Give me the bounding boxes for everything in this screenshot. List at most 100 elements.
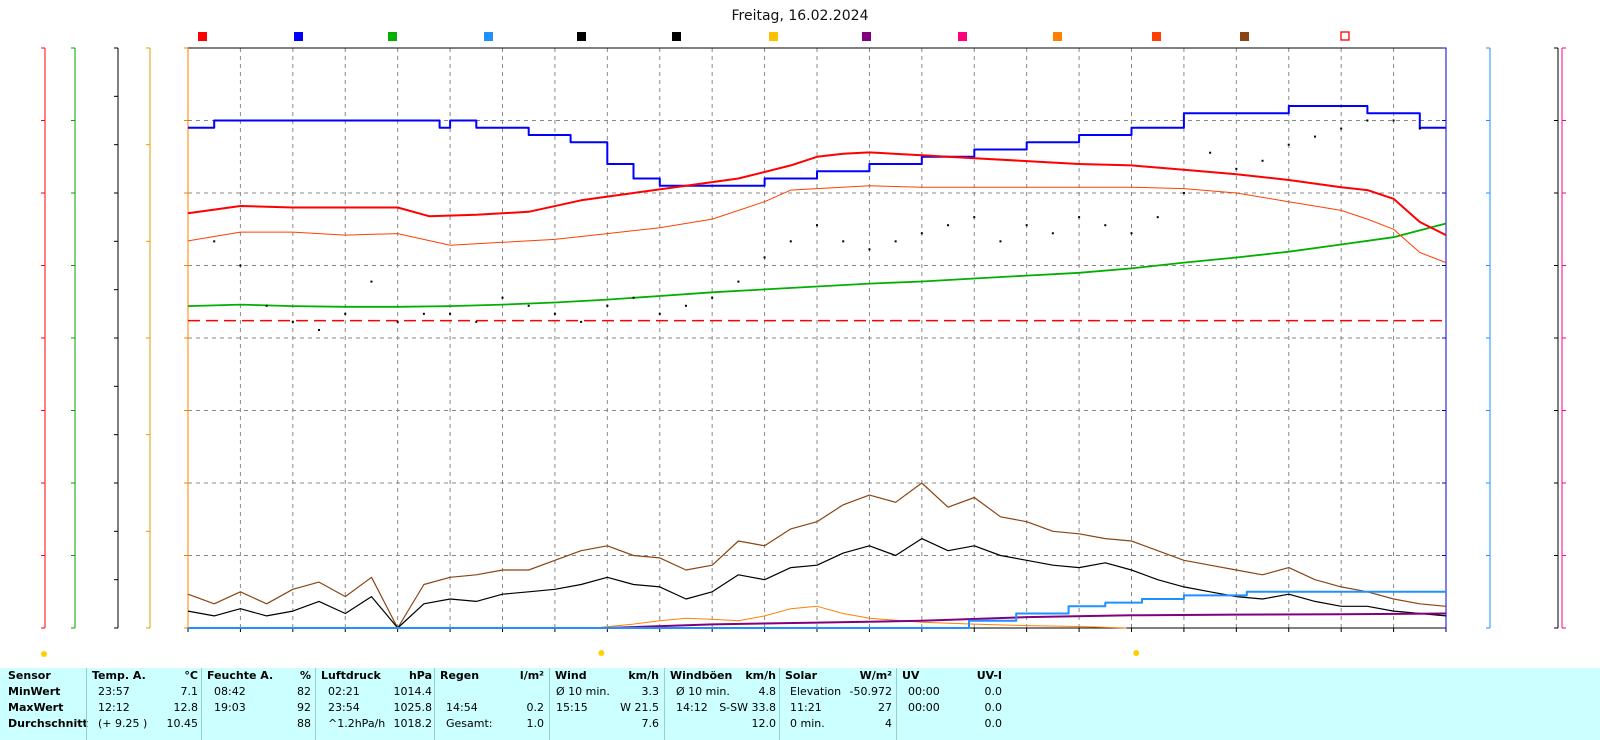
stats-cell-time: 23:57 bbox=[98, 685, 130, 698]
direction-point bbox=[1313, 135, 1316, 138]
stats-header-label: Windböen bbox=[670, 669, 733, 682]
legend-swatch-taupunkt bbox=[1152, 32, 1161, 41]
direction-point bbox=[1051, 232, 1054, 235]
direction-point bbox=[606, 304, 609, 307]
stats-header-unit: hPa bbox=[408, 669, 432, 682]
direction-point bbox=[580, 320, 583, 323]
series-line-feuchte-a bbox=[188, 105, 1446, 187]
direction-point bbox=[239, 264, 242, 267]
stats-table: Sensor Temp. A. °C Feuchte A.% Luftdruck hPa R… bbox=[0, 668, 1600, 740]
direction-point bbox=[291, 320, 294, 323]
stats-cell-time: Gesamt: bbox=[446, 717, 493, 730]
stats-cell-value: 92 bbox=[297, 701, 311, 714]
legend-swatch-windb-en bbox=[1240, 32, 1249, 41]
direction-point bbox=[1287, 143, 1290, 146]
stats-cell-value: 27 bbox=[878, 701, 892, 714]
stats-cell-value: 10.45 bbox=[166, 717, 199, 730]
chart-x-axis bbox=[41, 628, 1447, 657]
chart-legend bbox=[198, 31, 1350, 41]
stats-cell-value: 88 bbox=[297, 717, 311, 730]
direction-point bbox=[265, 304, 268, 307]
stats-cell-value: 7.6 bbox=[641, 717, 660, 730]
direction-point bbox=[1209, 151, 1212, 154]
stats-cell-value: 1014.4 bbox=[393, 685, 433, 698]
stats-cell-value: 12.8 bbox=[173, 701, 199, 714]
stats-cell-value: 4.8 bbox=[758, 685, 777, 698]
direction-point bbox=[999, 240, 1002, 243]
direction-point bbox=[711, 296, 714, 299]
direction-point bbox=[527, 304, 530, 307]
stats-cell-time: 00:00 bbox=[908, 701, 940, 714]
stats-cell-time: ^1.2hPa/h bbox=[328, 717, 386, 730]
direction-point bbox=[213, 240, 216, 243]
stats-column-divider bbox=[896, 668, 897, 740]
stats-cell-value: 0.0 bbox=[984, 701, 1003, 714]
stats-cell-value: 1018.2 bbox=[393, 717, 433, 730]
stats-header-unit: km/h bbox=[628, 669, 659, 682]
direction-point bbox=[1156, 216, 1159, 219]
direction-point bbox=[344, 312, 347, 315]
stats-cell-time: 14:54 bbox=[446, 701, 478, 714]
chart-title: Freitag, 16.02.2024 bbox=[732, 8, 869, 24]
stats-column-divider bbox=[315, 668, 316, 740]
stats-header-unit: UV-I bbox=[976, 669, 1002, 682]
stats-cell-time: 11:21 bbox=[790, 701, 822, 714]
series-line-solar bbox=[593, 605, 1127, 629]
stats-cell-value: 12.0 bbox=[751, 717, 777, 730]
stats-cell-time: 14:12 bbox=[676, 701, 708, 714]
legend-swatch-regen bbox=[484, 32, 493, 41]
stats-cell-value: 1.0 bbox=[526, 717, 545, 730]
direction-point bbox=[501, 296, 504, 299]
stats-header-unit: W/m² bbox=[859, 669, 892, 682]
stats-cell-value: 3.3 bbox=[641, 685, 660, 698]
direction-point bbox=[1261, 159, 1264, 162]
direction-point bbox=[1366, 119, 1369, 122]
legend-swatch-uv bbox=[958, 32, 967, 41]
direction-point bbox=[1340, 127, 1343, 130]
stats-cell-value: S-SW 33.8 bbox=[719, 701, 776, 714]
stats-cell-time: 23:54 bbox=[328, 701, 360, 714]
chart-grid bbox=[187, 47, 1447, 629]
stats-row-label: Durchschnitt bbox=[8, 717, 88, 730]
stats-cell-time: Ø 10 min. bbox=[556, 685, 610, 698]
legend-swatch-sonnenschein bbox=[769, 32, 778, 41]
stats-column-divider bbox=[86, 668, 87, 740]
direction-point bbox=[318, 328, 321, 331]
stats-cell-value: 82 bbox=[297, 685, 311, 698]
legend-swatch-solar bbox=[1053, 32, 1062, 41]
direction-point bbox=[1182, 192, 1185, 194]
legend-swatch-1-2-monat bbox=[1340, 31, 1350, 41]
series-line-et bbox=[188, 612, 1447, 629]
stats-cell-value: -50.972 bbox=[849, 685, 892, 698]
stats-cell-time: 15:15 bbox=[556, 701, 588, 714]
direction-point bbox=[842, 240, 845, 243]
stats-header-label: Feuchte A. bbox=[207, 669, 274, 682]
direction-point bbox=[973, 216, 976, 219]
series-line-luftdruck bbox=[187, 222, 1447, 308]
stats-header-label: Luftdruck bbox=[321, 669, 381, 682]
direction-point bbox=[449, 312, 452, 315]
direction-point bbox=[816, 224, 818, 227]
stats-cell-time: 12:12 bbox=[98, 701, 130, 714]
legend-swatch-et bbox=[862, 32, 871, 41]
sunshine-icon bbox=[41, 651, 47, 657]
legend-swatch-wind bbox=[577, 32, 586, 41]
sunrise-icon bbox=[598, 650, 605, 656]
direction-point bbox=[789, 240, 792, 243]
direction-point bbox=[1104, 224, 1107, 227]
direction-point bbox=[1078, 216, 1081, 219]
stats-column-divider bbox=[201, 668, 202, 740]
direction-point bbox=[1025, 224, 1028, 227]
stats-cell-value: 1025.8 bbox=[393, 701, 433, 714]
direction-point bbox=[632, 296, 635, 299]
stats-column-divider bbox=[549, 668, 550, 740]
series-line-regen bbox=[188, 590, 1446, 629]
stats-cell-time: 0 min. bbox=[790, 717, 825, 730]
legend-swatch-richtung bbox=[672, 32, 681, 41]
direction-point bbox=[553, 312, 556, 315]
stats-header-unit: km/h bbox=[745, 669, 776, 682]
stats-cell-time: 00:00 bbox=[908, 685, 940, 698]
stats-cell-time: 08:42 bbox=[214, 685, 246, 698]
stats-header-unit: l/m² bbox=[519, 669, 544, 682]
stats-column-divider bbox=[664, 668, 665, 740]
